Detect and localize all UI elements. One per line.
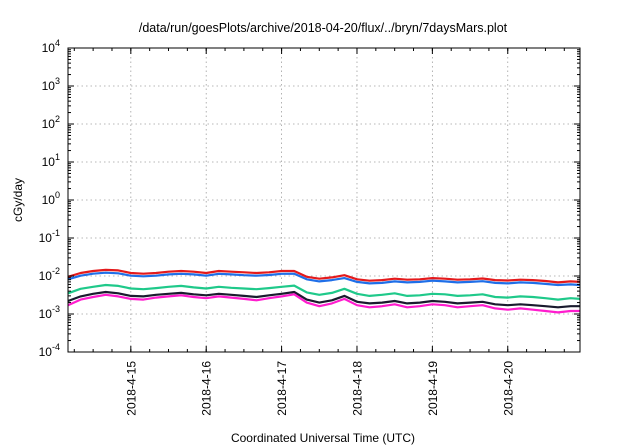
y-tick-label: 101 <box>42 152 60 169</box>
y-tick-label: 10-3 <box>39 304 60 321</box>
y-tick-label: 104 <box>42 38 60 55</box>
series-line-5 <box>67 293 580 314</box>
x-tick-label: 2018-4-18 <box>350 361 364 416</box>
y-axis-label: cGy/day <box>11 178 25 222</box>
y-tick-label: 100 <box>42 190 60 207</box>
series-line-2 <box>67 271 581 287</box>
y-tick-label: 103 <box>42 76 60 93</box>
x-axis: 2018-4-15 2018-4-16 2018-4-17 2018-4-18 2018… <box>73 48 565 416</box>
x-tick-label: 2018-4-19 <box>426 361 440 416</box>
series-line-3 <box>67 283 581 301</box>
grid-lines <box>68 48 580 352</box>
y-tick-label: 10-4 <box>39 342 60 359</box>
x-tick-label: 2018-4-20 <box>501 361 515 416</box>
chart-title: /data/run/goesPlots/archive/2018-04-20/f… <box>139 21 508 35</box>
x-tick-label: 2018-4-15 <box>124 361 138 416</box>
x-tick-label: 2018-4-17 <box>275 361 289 416</box>
y-tick-label: 102 <box>42 114 60 131</box>
y-tick-label: 10-2 <box>39 266 60 283</box>
series-line-1 <box>67 268 581 284</box>
y-tick-label: 10-1 <box>39 228 60 245</box>
y-axis: 104 103 102 101 100 10-1 10-2 10-3 10-4 <box>39 38 580 359</box>
x-tick-label: 2018-4-16 <box>200 361 214 416</box>
series-lines <box>67 268 581 314</box>
series-line-4 <box>67 290 580 309</box>
x-axis-label: Coordinated Universal Time (UTC) <box>231 431 415 445</box>
